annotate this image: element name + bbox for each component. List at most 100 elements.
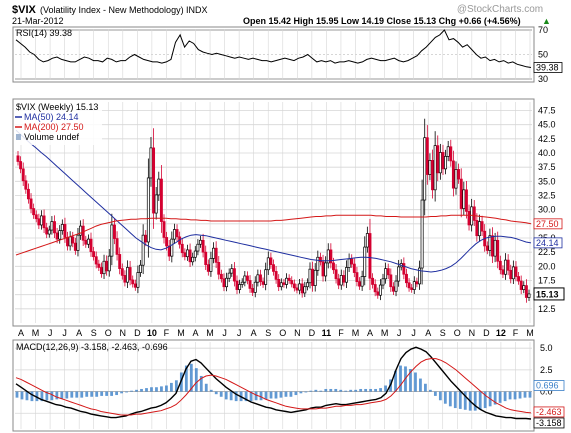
macd-histogram-bar xyxy=(189,363,193,392)
candle-body xyxy=(261,281,265,285)
candle-body xyxy=(339,275,343,286)
x-tick-label: O xyxy=(105,328,112,338)
candle-body xyxy=(204,251,208,265)
candle-body xyxy=(446,146,450,157)
candle-body xyxy=(509,269,513,280)
candle-body xyxy=(394,280,398,292)
signal-value-tag xyxy=(533,406,565,418)
candle-body xyxy=(397,266,401,282)
macd-histogram-bar xyxy=(448,391,452,407)
candle-body xyxy=(235,280,239,290)
candle-body xyxy=(225,277,229,288)
candle-body xyxy=(191,256,195,263)
macd-histogram-bar xyxy=(75,391,79,398)
candle-body xyxy=(128,267,132,281)
x-tick-label: M xyxy=(32,328,40,338)
candle-body xyxy=(472,206,476,221)
macd-histogram-bar xyxy=(523,391,527,398)
candle-body xyxy=(488,235,492,251)
macd-histogram-bar xyxy=(214,391,218,395)
candle-body xyxy=(84,239,88,245)
x-tick-label: M xyxy=(177,328,185,338)
price-tick-label: 45.0 xyxy=(538,120,556,130)
candle-body xyxy=(47,229,51,235)
ohlc-up-arrow: ▲ xyxy=(542,16,551,26)
x-tick-label: D xyxy=(483,328,490,338)
candle-body xyxy=(251,288,255,293)
macd-histogram-bar xyxy=(30,391,34,402)
macd-histogram-bar xyxy=(508,391,512,400)
candle-body xyxy=(63,224,67,238)
candle-body xyxy=(102,260,106,275)
x-tick-label: A xyxy=(251,328,257,338)
rsi-tick-label: 50 xyxy=(538,50,548,60)
candle-body xyxy=(389,274,393,288)
candle-body xyxy=(157,178,161,196)
candle-body xyxy=(334,269,338,280)
candle-body xyxy=(318,256,322,263)
x-tick-label: O xyxy=(279,328,286,338)
candle-body xyxy=(436,145,440,174)
macd-histogram-bar xyxy=(110,391,114,396)
candle-body xyxy=(350,258,354,265)
candle-body xyxy=(152,147,156,214)
macd-histogram-bar xyxy=(259,391,263,401)
macd-histogram-bar xyxy=(194,368,198,392)
candle-body xyxy=(431,160,434,191)
x-tick-label: O xyxy=(454,328,461,338)
candle-body xyxy=(55,232,59,240)
x-tick-label: S xyxy=(440,328,446,338)
candle-body xyxy=(71,236,75,244)
candle-body xyxy=(519,280,523,290)
x-tick-label: N xyxy=(469,328,476,338)
candle-body xyxy=(274,271,278,280)
macd-histogram-bar xyxy=(374,388,378,392)
price-tick-label: 35.0 xyxy=(538,176,556,186)
macd-histogram-bar xyxy=(349,389,353,392)
candle-body xyxy=(238,284,242,290)
macd-histogram-bar xyxy=(334,388,338,392)
legend-ma200: MA(200) 27.50 xyxy=(24,122,84,132)
candle-body xyxy=(524,285,528,298)
x-tick-label: D xyxy=(309,328,316,338)
candle-body xyxy=(99,267,103,275)
candle-body xyxy=(451,160,455,189)
candle-body xyxy=(438,152,442,174)
candle-body xyxy=(21,168,25,182)
candle-body xyxy=(467,211,471,226)
candle-body xyxy=(279,282,283,288)
candle-body xyxy=(464,189,468,212)
macd-histogram-bar xyxy=(424,383,427,392)
macd-histogram-bar xyxy=(40,391,44,402)
macd-value-tag xyxy=(533,417,565,429)
candle-body xyxy=(162,221,166,238)
x-tick-label: 12 xyxy=(496,328,506,338)
macd-histogram-bar xyxy=(443,391,447,404)
candle-body xyxy=(172,229,176,240)
candle-body xyxy=(501,269,505,275)
rsi-line xyxy=(15,29,532,68)
macd-histogram-bar xyxy=(379,388,382,392)
candle-body xyxy=(386,268,390,276)
chart-date: 21-Mar-2012 xyxy=(12,16,64,26)
candle-body xyxy=(485,245,489,251)
macd-histogram-bar xyxy=(478,391,482,410)
candle-body xyxy=(141,234,145,266)
macd-histogram-bar xyxy=(100,391,104,396)
macd-histogram-bar xyxy=(160,386,163,392)
candle-body xyxy=(285,277,288,285)
candle-body xyxy=(115,238,119,255)
candle-body xyxy=(170,238,174,257)
chart-exchange: INDX xyxy=(186,5,208,15)
macd-histogram-bar xyxy=(284,391,288,397)
candle-body xyxy=(298,283,302,291)
candle-body xyxy=(131,279,135,285)
candle-body xyxy=(186,249,189,258)
candle-body xyxy=(199,239,202,245)
candle-body xyxy=(475,220,479,237)
legend-ma50: MA(50) 24.14 xyxy=(24,112,79,122)
macd-histogram-bar xyxy=(55,391,59,400)
candle-body xyxy=(368,233,372,279)
x-tick-label: M xyxy=(526,328,534,338)
macd-histogram-bar xyxy=(20,391,24,400)
